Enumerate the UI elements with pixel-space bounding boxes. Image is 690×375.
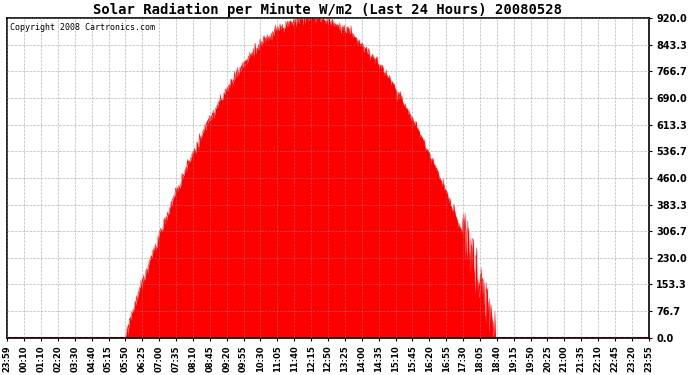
Title: Solar Radiation per Minute W/m2 (Last 24 Hours) 20080528: Solar Radiation per Minute W/m2 (Last 24…	[93, 3, 562, 17]
Text: Copyright 2008 Cartronics.com: Copyright 2008 Cartronics.com	[10, 23, 155, 32]
